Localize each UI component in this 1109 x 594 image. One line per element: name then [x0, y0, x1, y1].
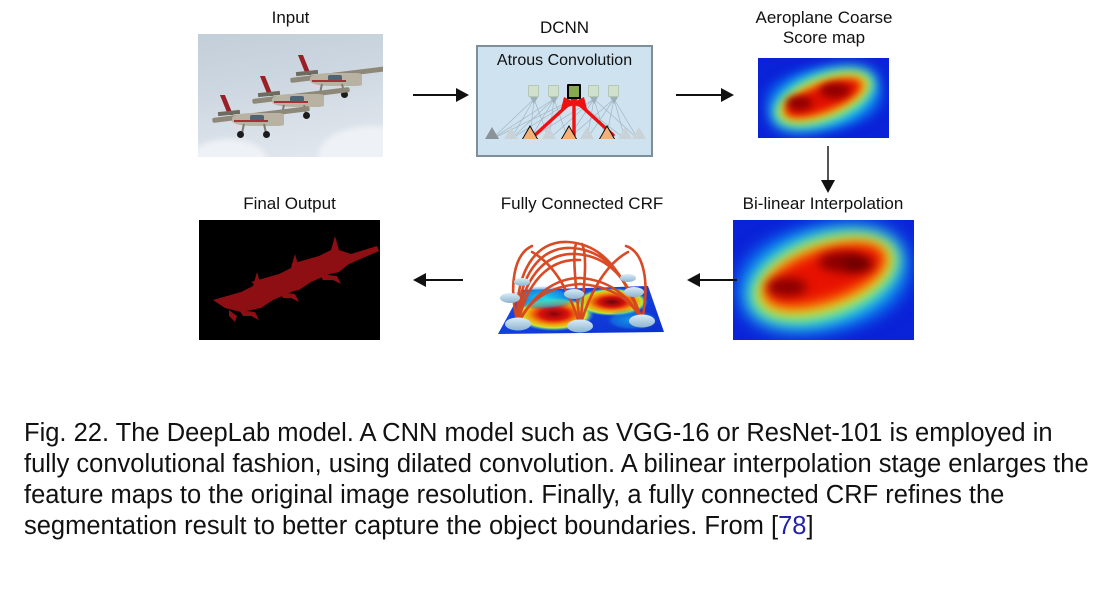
feature-square: [548, 85, 559, 97]
input-label: Input: [271, 8, 310, 27]
cloud-shape: [318, 126, 383, 157]
arrow-head-icon: [687, 273, 700, 287]
coarse-score-heatmap: [758, 58, 889, 138]
crf-node-group: [500, 274, 655, 333]
caption-reference-link[interactable]: 78: [778, 512, 807, 540]
atrous-convolution-label: Atrous Convolution: [496, 52, 633, 69]
input-triangle: [485, 127, 499, 139]
cloud-shape: [198, 139, 268, 157]
crf-surface-svg: [498, 240, 664, 334]
final-output-image: [199, 220, 380, 340]
arrow-head-icon: [456, 88, 469, 102]
arrow-head-icon: [821, 180, 835, 193]
feature-square: [588, 85, 599, 97]
bilinear-heatmap: [733, 220, 914, 340]
arrow-score-to-bilinear: [827, 146, 829, 182]
bilinear-label: Bi-linear Interpolation: [742, 194, 904, 213]
feature-square: [528, 85, 539, 97]
arrow-head-icon: [721, 88, 734, 102]
heat-blob: [843, 256, 873, 272]
coarse-score-label: Aeroplane Coarse Score map: [744, 8, 904, 48]
feature-square: [608, 85, 619, 97]
figure-caption: Fig. 22. The DeepLab model. A CNN model …: [24, 418, 1089, 542]
coarse-score-label-line1: Aeroplane Coarse: [755, 8, 893, 27]
dcnn-label: DCNN: [539, 18, 590, 37]
crf-visualization: [492, 228, 670, 340]
arrow-crf-to-final: [418, 279, 463, 281]
caption-tail: ]: [806, 512, 814, 540]
heat-blob: [767, 278, 807, 296]
input-triangle: [632, 127, 646, 139]
arrow-head-icon: [413, 273, 426, 287]
segmentation-mask-svg: [213, 236, 379, 322]
input-triangle: [580, 127, 594, 139]
crf-label: Fully Connected CRF: [500, 194, 664, 213]
input-image: [198, 34, 383, 157]
heat-blob: [786, 96, 812, 110]
caption-text: Fig. 22. The DeepLab model. A CNN model …: [24, 419, 1089, 540]
arrow-dcnn-to-score: [676, 94, 723, 96]
aeroplane-shape: [206, 92, 311, 138]
feature-square-active: [567, 84, 581, 99]
dcnn-block: Atrous Convolution: [476, 45, 653, 157]
heat-blob: [820, 83, 850, 98]
input-triangle: [504, 127, 518, 139]
final-output-label: Final Output: [243, 194, 336, 213]
coarse-score-label-line2: Score map: [782, 28, 866, 47]
arrow-input-to-dcnn: [413, 94, 458, 96]
input-triangle: [542, 127, 556, 139]
arrow-bilinear-to-crf: [692, 279, 737, 281]
input-triangle: [618, 127, 632, 139]
